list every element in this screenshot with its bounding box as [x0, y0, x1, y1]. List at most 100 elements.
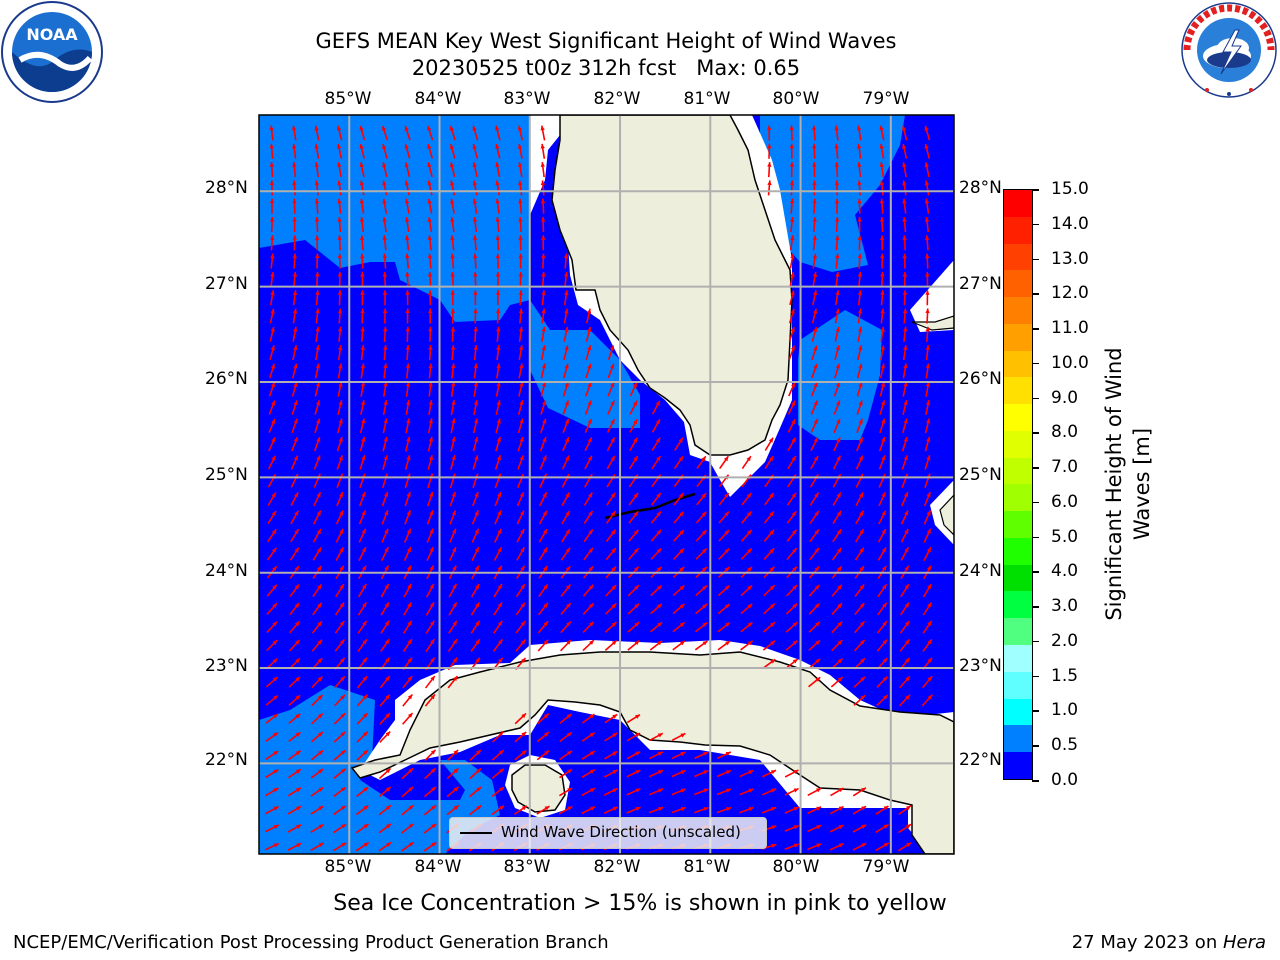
- wave-direction-arrowhead: [427, 271, 433, 277]
- wave-direction-arrowhead: [383, 400, 388, 405]
- wave-direction-arrowhead: [497, 565, 502, 571]
- wave-direction-arrowhead: [858, 382, 863, 387]
- wave-direction-arrowhead: [337, 235, 342, 240]
- wave-direction-arrowhead: [294, 492, 299, 498]
- wave-direction-arrowhead: [906, 824, 912, 829]
- wave-direction-arrowhead: [293, 382, 298, 387]
- wave-direction-arrowhead: [473, 308, 478, 314]
- lon-label-top: 79°W: [862, 89, 910, 109]
- wave-direction-arrowhead: [271, 437, 276, 443]
- wave-direction-arrowhead: [610, 419, 615, 425]
- no-data-fringe: [530, 115, 560, 240]
- wave-direction-arrowhead: [791, 382, 795, 388]
- wave-direction-arrowhead: [703, 788, 709, 793]
- wave-direction-arrowhead: [792, 659, 798, 664]
- wave-direction-arrowhead: [857, 271, 863, 277]
- wave-direction-arrowhead: [292, 290, 298, 295]
- wave-direction-arrowhead: [431, 842, 437, 847]
- wave-direction-arrowhead: [747, 640, 753, 646]
- wave-direction-arrowhead: [472, 125, 477, 131]
- wave-direction-arrowhead: [317, 602, 322, 608]
- wave-direction-arrowhead: [835, 382, 841, 388]
- wave-direction-arrowhead: [903, 381, 908, 387]
- wave-direction-arrowhead: [882, 658, 888, 663]
- wave-direction-arrowhead: [789, 198, 795, 204]
- wave-direction-arrowhead: [880, 400, 886, 406]
- wave-direction-arrowhead: [451, 381, 456, 387]
- wave-direction-arrowhead: [793, 825, 799, 830]
- wave-direction-arrowhead: [405, 345, 410, 350]
- wave-direction-arrowhead: [635, 806, 641, 811]
- wave-direction-arrowhead: [657, 622, 662, 627]
- wave-direction-arrowhead: [814, 566, 820, 572]
- wave-direction-arrowhead: [318, 805, 324, 811]
- lat-label-left: 23°N: [205, 656, 248, 676]
- wave-direction-arrowhead: [815, 640, 820, 645]
- wave-direction-arrowhead: [925, 253, 930, 259]
- wave-direction-arrowhead: [612, 788, 618, 793]
- wave-direction-arrowhead: [473, 418, 479, 424]
- wave-direction-arrowhead: [658, 770, 664, 775]
- wave-direction-arrowhead: [359, 125, 364, 131]
- wave-direction-arrowhead: [541, 235, 546, 240]
- wave-direction-arrowhead: [360, 308, 365, 314]
- colorbar-label-line2: Waves [m]: [1130, 427, 1154, 541]
- colorbar-swatch: [1004, 404, 1032, 431]
- wave-direction-arrowhead: [770, 770, 776, 775]
- wave-direction-arrowhead: [658, 806, 664, 812]
- wave-direction-arrowhead: [429, 510, 434, 516]
- wave-direction-arrowhead: [724, 530, 730, 535]
- wave-direction-arrowhead: [834, 198, 840, 204]
- wave-direction-arrowhead: [813, 455, 819, 461]
- wave-direction-arrowhead: [857, 290, 863, 296]
- wave-direction-arrowhead: [429, 491, 434, 497]
- wave-direction-arrowhead: [294, 547, 299, 553]
- wave-direction-arrowhead: [587, 400, 592, 406]
- wave-direction-arrowhead: [428, 345, 433, 350]
- wave-direction-arrowhead: [269, 198, 275, 204]
- wave-direction-arrowhead: [337, 326, 343, 332]
- wave-direction-arrowhead: [270, 290, 275, 296]
- wave-direction-arrowhead: [540, 180, 546, 186]
- wave-direction-arrowhead: [905, 657, 910, 663]
- wave-direction-arrowhead: [453, 768, 459, 774]
- colorbar-tick-label: 4.0: [1051, 561, 1079, 582]
- wave-direction-arrowhead: [272, 658, 278, 664]
- wave-direction-arrowhead: [902, 143, 907, 149]
- wave-direction-arrowhead: [882, 676, 888, 682]
- wave-direction-arrowhead: [724, 511, 729, 517]
- wave-direction-arrowhead: [270, 253, 275, 259]
- wave-direction-arrowhead: [836, 492, 841, 498]
- wave-direction-arrowhead: [314, 162, 319, 167]
- wave-direction-arrowhead: [861, 843, 867, 848]
- wave-direction-arrowhead: [273, 806, 279, 811]
- wave-direction-arrowhead: [925, 290, 930, 295]
- lon-label-top: 80°W: [772, 89, 820, 109]
- wave-direction-arrowhead: [903, 363, 908, 369]
- wave-direction-arrowhead: [496, 381, 501, 387]
- wave-direction-arrowhead: [904, 547, 909, 553]
- wave-direction-arrowhead: [428, 326, 433, 332]
- wave-direction-arrowhead: [340, 676, 345, 682]
- wave-direction-arrowhead: [543, 584, 548, 590]
- wave-direction-arrowhead: [540, 143, 545, 149]
- wave-direction-arrowhead: [495, 125, 500, 131]
- wave-direction-arrowhead: [385, 713, 391, 718]
- wave-direction-arrowhead: [339, 547, 344, 553]
- colorbar-tick-mark: [1032, 710, 1039, 712]
- wave-direction-arrowhead: [474, 528, 479, 534]
- wave-direction-arrowhead: [860, 658, 865, 664]
- colorbar-swatch: [1004, 297, 1032, 324]
- colorbar: [1003, 189, 1033, 780]
- colorbar-ticks: 15.0 14.0 13.0 12.0 11.0 10.0 9.0 8.0 7.0 6.0 5.0 4…: [1032, 179, 1112, 790]
- wave-direction-arrowhead: [405, 326, 410, 332]
- wave-direction-arrowhead: [771, 825, 777, 830]
- wave-direction-arrowhead: [404, 217, 410, 222]
- wave-direction-arrowhead: [769, 492, 774, 498]
- wave-direction-arrowhead: [382, 290, 388, 295]
- wave-direction-arrowhead: [363, 750, 368, 755]
- wave-direction-arrowhead: [317, 713, 323, 719]
- wave-direction-arrowhead: [361, 455, 366, 461]
- wave-direction-arrowhead: [792, 585, 798, 590]
- wave-direction-arrowhead: [270, 308, 275, 314]
